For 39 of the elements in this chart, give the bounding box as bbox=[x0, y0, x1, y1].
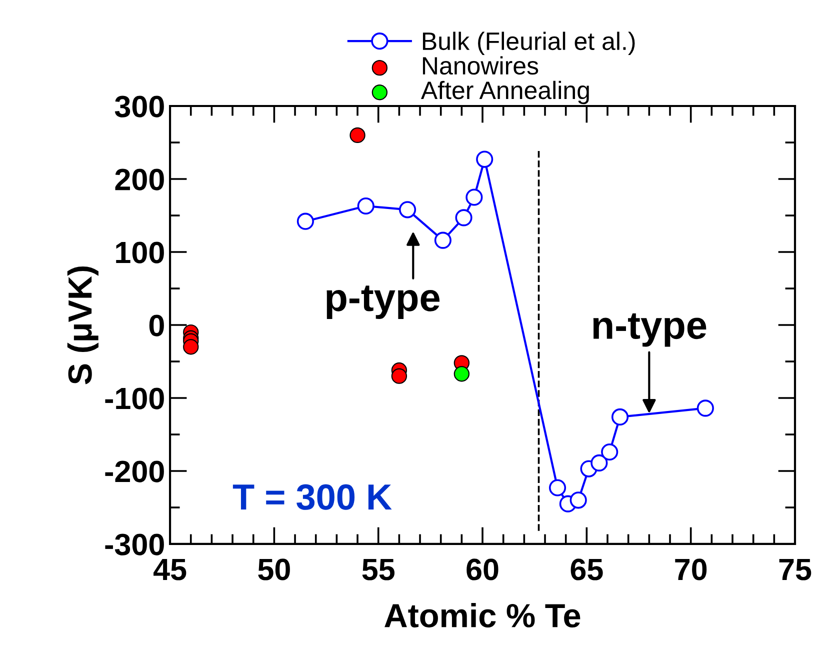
y-tick-label: -200 bbox=[105, 460, 164, 482]
annotation: p-type bbox=[326, 286, 440, 320]
annotation: T = 300 K bbox=[232, 484, 392, 510]
y-axis-title: S (μVK) bbox=[67, 266, 98, 384]
y-tick-label: -300 bbox=[105, 534, 164, 556]
point bbox=[434, 232, 452, 249]
point bbox=[454, 366, 470, 382]
y-tick-label: 200 bbox=[115, 168, 164, 190]
point bbox=[601, 443, 618, 461]
x-tick-label: 55 bbox=[362, 558, 394, 580]
y-tick-label: 0 bbox=[149, 314, 164, 336]
point bbox=[611, 408, 629, 426]
y-tick-label: 100 bbox=[116, 242, 164, 264]
point bbox=[183, 339, 199, 355]
point bbox=[398, 201, 416, 218]
legend-label: Bulk (Fleurial et al.) bbox=[422, 32, 635, 56]
point bbox=[548, 479, 566, 496]
x-tick-label: 65 bbox=[570, 558, 603, 580]
annotation: n-type bbox=[593, 313, 706, 347]
point bbox=[590, 454, 608, 472]
point bbox=[391, 368, 408, 384]
point bbox=[357, 197, 374, 215]
point bbox=[696, 400, 714, 417]
point bbox=[350, 127, 366, 144]
x-tick-label: 75 bbox=[779, 558, 812, 580]
point bbox=[476, 150, 494, 168]
point bbox=[466, 188, 483, 206]
x-tick-label: 70 bbox=[675, 558, 707, 580]
point bbox=[455, 209, 472, 226]
legend-label: After Annealing bbox=[420, 80, 589, 104]
x-tick-label: 45 bbox=[154, 558, 186, 580]
x-tick-label: 60 bbox=[466, 558, 498, 580]
y-tick-label: -100 bbox=[105, 388, 164, 410]
y-tick-label: 300 bbox=[114, 96, 164, 118]
x-axis-title: Atomic % Te bbox=[384, 603, 580, 628]
point bbox=[570, 492, 587, 509]
x-tick-label: 50 bbox=[258, 558, 290, 580]
point bbox=[296, 212, 314, 230]
legend-label: Nanowires bbox=[422, 56, 538, 75]
